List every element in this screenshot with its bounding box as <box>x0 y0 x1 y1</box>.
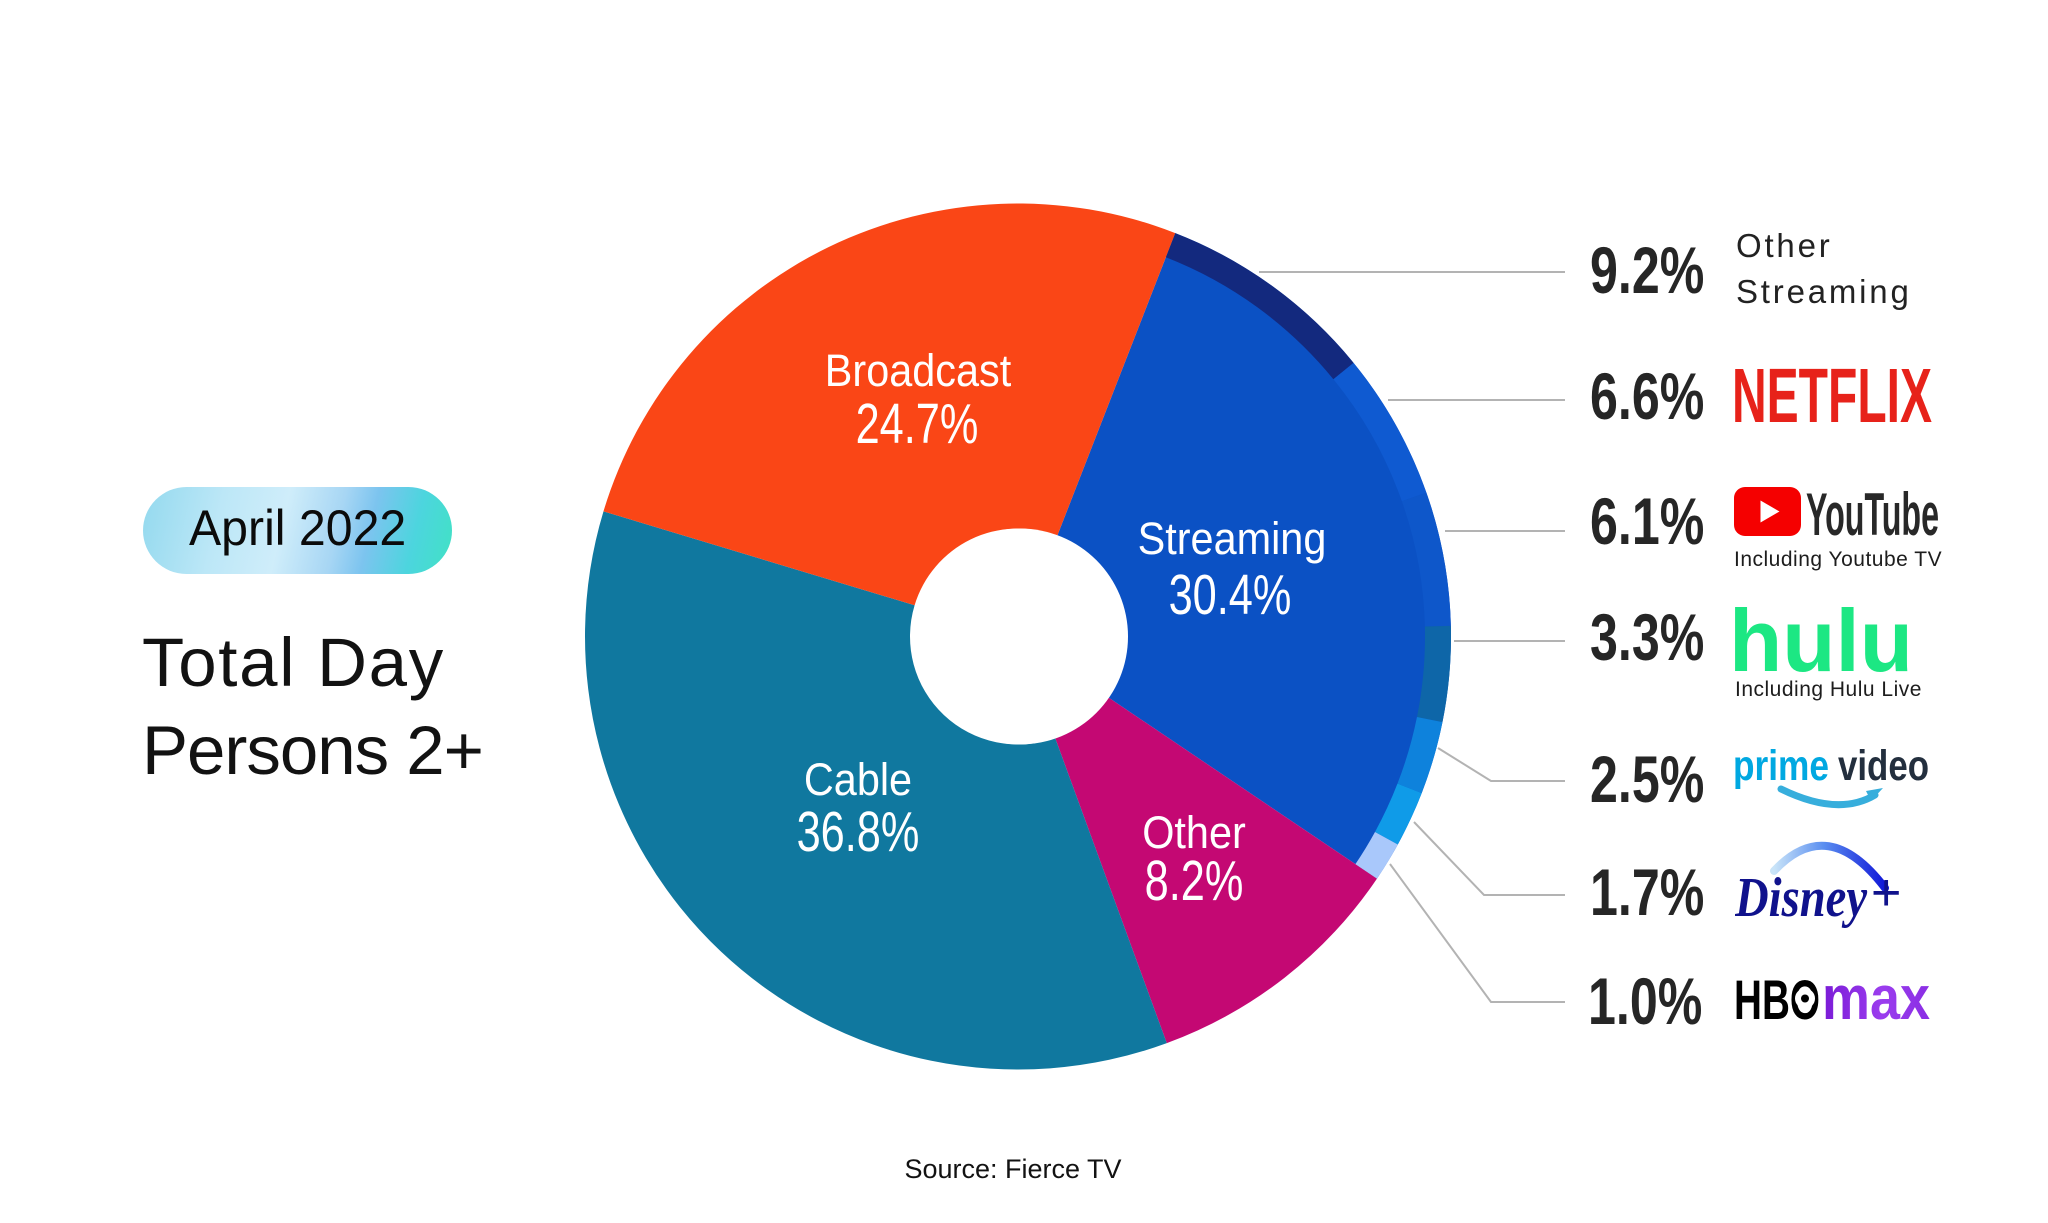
svg-text:prime: prime <box>1733 745 1829 790</box>
svg-text:NETFLIX: NETFLIX <box>1734 363 1932 425</box>
svg-text:+: + <box>1871 864 1901 922</box>
svg-text:Disney: Disney <box>1735 867 1868 929</box>
svg-text:max: max <box>1822 972 1930 1026</box>
svg-text:YouTube: YouTube <box>1806 487 1939 539</box>
svg-text:video: video <box>1838 745 1929 790</box>
svg-text:hulu: hulu <box>1734 600 1913 676</box>
